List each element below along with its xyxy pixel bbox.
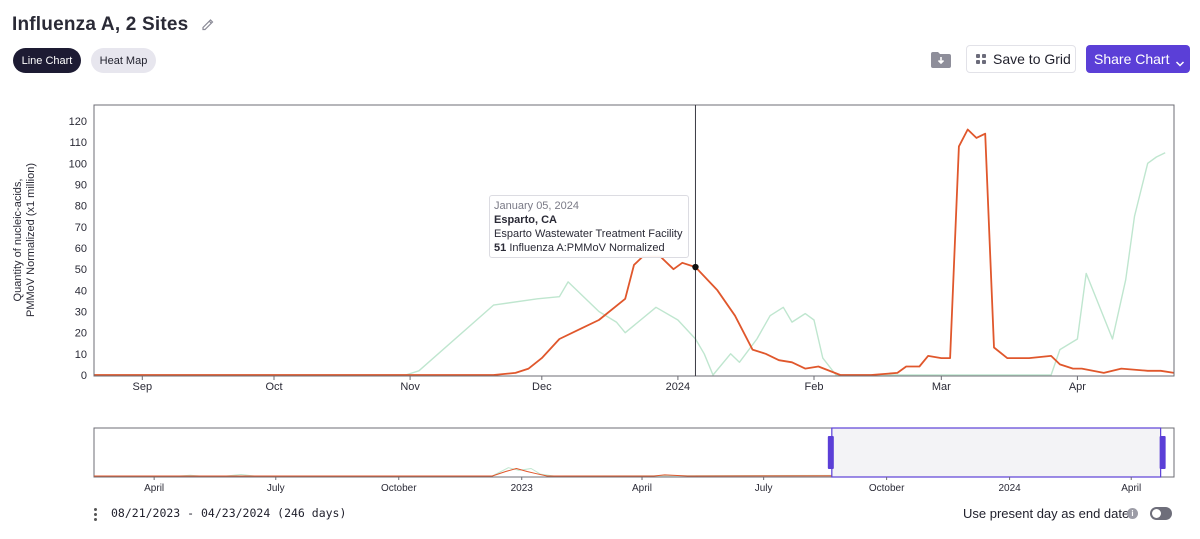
x-tick-label: Mar xyxy=(932,381,951,393)
x-tick-label: Apr xyxy=(1069,381,1086,393)
plot-frame xyxy=(93,104,1175,377)
x-tick-label: Oct xyxy=(265,381,282,393)
y-tick-label: 70 xyxy=(75,222,87,234)
hover-tooltip: January 05, 2024 Esparto, CA Esparto Was… xyxy=(489,195,689,258)
series-line-green xyxy=(94,152,1166,376)
tooltip-metric: Influenza A:PMMoV Normalized xyxy=(509,242,665,254)
brush-x-tick-label: 2023 xyxy=(511,483,534,494)
brush-x-tick-label: October xyxy=(869,483,905,494)
brush-selection[interactable] xyxy=(831,427,1162,478)
y-tick-label: 40 xyxy=(75,285,87,297)
y-axis-title-line: Quantity of nucleic-acids, xyxy=(12,179,24,302)
y-tick-label: 0 xyxy=(81,370,87,382)
brush-x-tick-label: April xyxy=(1121,483,1141,494)
tab-heat-map[interactable]: Heat Map xyxy=(91,48,156,73)
x-tick-label: Sep xyxy=(133,381,153,393)
y-tick-label: 30 xyxy=(75,307,87,319)
y-tick-label: 60 xyxy=(75,243,87,255)
tooltip-facility: Esparto Wastewater Treatment Facility xyxy=(494,228,683,240)
x-tick-label: 2024 xyxy=(666,381,690,393)
y-tick-label: 10 xyxy=(75,349,87,361)
brush-frame xyxy=(93,427,1175,478)
y-tick-label: 80 xyxy=(75,201,87,213)
x-tick-label: Feb xyxy=(805,381,824,393)
brush-x-axis: April July October 2023 April July October 2024… xyxy=(144,477,1141,494)
y-tick-label: 90 xyxy=(75,180,87,192)
y-axis-title: Quantity of nucleic-acids,PMMoV Normaliz… xyxy=(12,163,37,317)
brush-x-tick-label: April xyxy=(144,483,164,494)
tooltip-value: 51 xyxy=(494,242,507,254)
hover-point xyxy=(692,263,699,271)
brush-x-tick-label: 2024 xyxy=(998,483,1021,494)
toggle-knob xyxy=(1152,509,1161,518)
brush-x-tick-label: April xyxy=(632,483,652,494)
info-icon[interactable]: i xyxy=(1127,508,1138,519)
share-chart-label: Share Chart xyxy=(1094,51,1170,67)
tooltip-date: January 05, 2024 xyxy=(494,200,580,212)
save-to-grid-button[interactable]: Save to Grid xyxy=(966,45,1076,73)
tab-line-chart[interactable]: Line Chart xyxy=(13,48,81,73)
tooltip-site: Esparto, CA xyxy=(494,214,557,226)
download-folder-icon[interactable] xyxy=(930,50,952,70)
pencil-icon[interactable] xyxy=(200,17,216,33)
chevron-down-icon xyxy=(1175,55,1185,67)
y-tick-label: 50 xyxy=(75,264,87,276)
date-range-text: 08/21/2023 - 04/23/2024 (246 days) xyxy=(111,506,347,520)
title-row: Influenza A, 2 Sites xyxy=(12,12,216,38)
brush-handle-right[interactable] xyxy=(1159,436,1166,469)
tooltip-value-row: 51 Influenza A:PMMoV Normalized xyxy=(494,241,684,255)
series-line-orange xyxy=(94,128,1175,376)
x-axis: Sep Oct Nov Dec 2024 Feb Mar Apr xyxy=(133,376,1086,393)
save-to-grid-label: Save to Grid xyxy=(993,51,1071,67)
brush-x-tick-label: October xyxy=(381,483,417,494)
x-tick-label: Dec xyxy=(532,381,552,393)
y-tick-label: 110 xyxy=(69,137,87,149)
more-options-icon[interactable] xyxy=(90,507,100,523)
grid-icon xyxy=(976,54,986,64)
present-day-toggle[interactable] xyxy=(1150,507,1172,520)
chart-title: Influenza A, 2 Sites xyxy=(12,14,189,35)
x-tick-label: Nov xyxy=(400,381,420,393)
y-tick-label: 100 xyxy=(69,158,87,170)
y-axis-title-line: PMMoV Normalized (x1 million) xyxy=(25,163,37,317)
present-day-label: Use present day as end date xyxy=(963,506,1130,521)
y-axis-label: Quantity of nucleic-acids,PMMoV Normaliz… xyxy=(12,163,37,317)
brush-handle-left[interactable] xyxy=(827,436,834,469)
range-brush-chart[interactable]: April July October 2023 April July October 2024… xyxy=(0,420,1200,498)
y-tick-label: 120 xyxy=(69,116,87,128)
share-chart-button[interactable]: Share Chart xyxy=(1086,45,1190,73)
brush-x-tick-label: July xyxy=(755,483,773,494)
main-line-chart[interactable]: Quantity of nucleic-acids,PMMoV Normaliz… xyxy=(0,95,1200,400)
brush-x-tick-label: July xyxy=(267,483,285,494)
y-axis: 0 10 20 30 40 50 60 70 80 90 100 110 120 xyxy=(69,116,87,382)
y-tick-label: 20 xyxy=(75,328,87,340)
